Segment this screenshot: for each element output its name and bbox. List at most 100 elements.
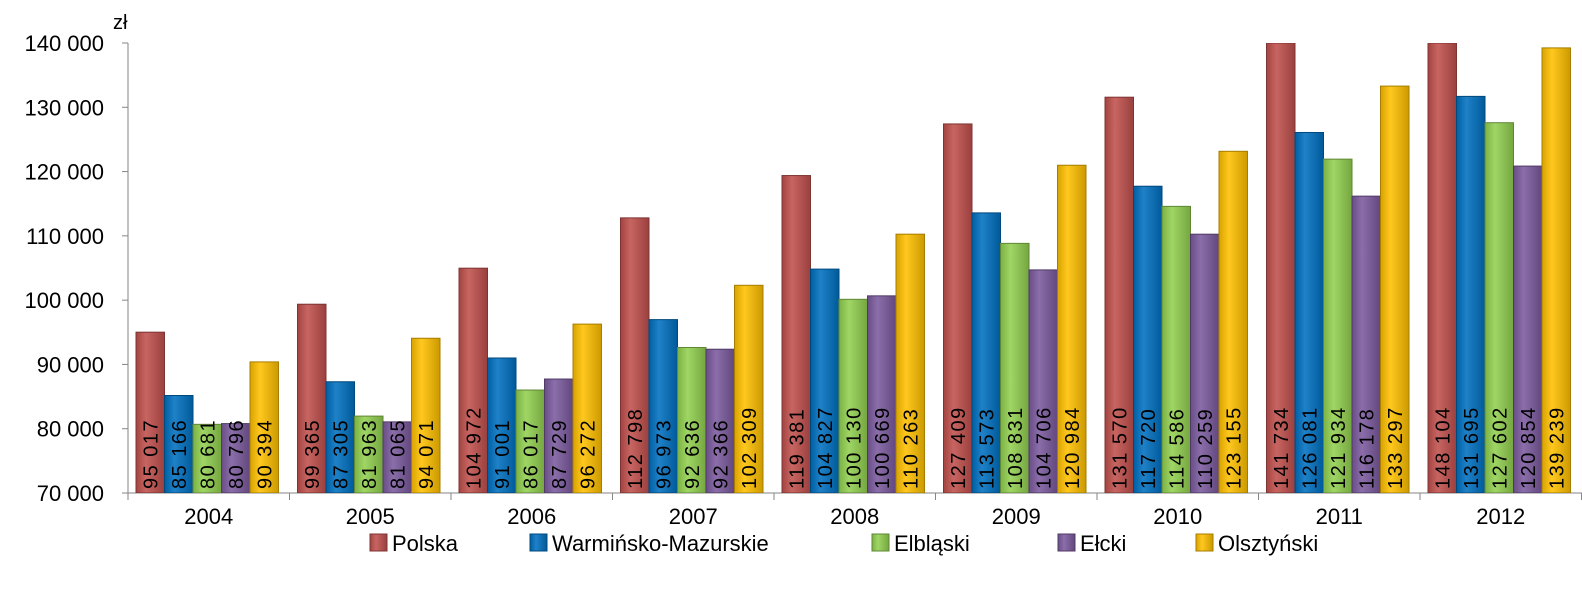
data-label: 133 297: [1385, 406, 1407, 489]
bar: [1161, 205, 1191, 493]
data-label: 127 602: [1489, 406, 1511, 489]
data-label: 87 729: [549, 419, 571, 489]
legend: Polska Warmińsko-Mazurskie Elbląski Ełcki Ol…: [369, 531, 1318, 556]
data-label: 104 706: [1033, 406, 1055, 489]
x-tick-label: 2010: [1153, 504, 1202, 529]
data-label: 121 934: [1328, 406, 1350, 489]
data-label: 120 854: [1518, 406, 1540, 489]
bar-series-group: 95 017 99 365 104 972 112 798 119 381 127 409…: [135, 43, 1571, 493]
x-tick-label: 2006: [507, 504, 556, 529]
bar: [867, 295, 897, 493]
bar: [943, 123, 973, 493]
data-label: 110 259: [1195, 408, 1217, 489]
x-tick-label: 2004: [184, 504, 233, 529]
legend-swatch: [529, 533, 548, 552]
bar: [135, 331, 165, 493]
bar: [677, 346, 707, 493]
data-label: 92 366: [710, 419, 732, 489]
data-label: 120 984: [1062, 406, 1084, 489]
bar: [544, 378, 574, 493]
bar: [297, 303, 327, 493]
data-label: 119 381: [786, 408, 808, 489]
data-label: 96 973: [653, 419, 675, 489]
bar: [810, 268, 840, 493]
data-label: 92 636: [682, 419, 704, 489]
bar: [221, 423, 251, 493]
data-label: 90 394: [254, 419, 276, 489]
bar: [515, 389, 545, 493]
data-label: 117 720: [1138, 408, 1160, 489]
data-label: 100 669: [872, 406, 894, 489]
y-axis-unit-label: zł: [113, 12, 128, 34]
legend-label: Elbląski: [894, 531, 970, 556]
legend-label: Warmińsko-Mazurskie: [552, 531, 769, 556]
y-tick-label: 90 000: [37, 352, 104, 377]
legend-swatch: [871, 533, 890, 552]
data-label: 126 081: [1299, 406, 1321, 489]
y-tick-label: 110 000: [26, 224, 104, 249]
y-tick-label: 130 000: [24, 95, 104, 120]
bar: [1057, 164, 1087, 493]
data-label: 104 827: [815, 406, 837, 489]
bar: [1323, 158, 1353, 493]
data-label: 131 570: [1109, 406, 1131, 489]
x-tick-label: 2005: [346, 504, 395, 529]
bar: [572, 323, 602, 493]
data-label: 100 130: [843, 406, 865, 489]
bar: [648, 319, 678, 493]
x-tick-label: 2011: [1316, 504, 1363, 529]
data-label: 127 409: [948, 406, 970, 489]
data-label: 96 272: [577, 419, 599, 489]
bar: [325, 381, 355, 493]
bar: [487, 357, 517, 493]
data-label: 80 681: [197, 419, 219, 489]
x-axis: 2004 2005 2006 2007 2008 2009 2010 2011 2012: [127, 492, 1582, 529]
x-tick-label: 2007: [669, 504, 718, 529]
x-tick-label: 2008: [830, 504, 879, 529]
data-label: 81 065: [387, 419, 409, 489]
legend-label: Polska: [392, 531, 459, 556]
data-label: 116 178: [1356, 408, 1378, 489]
bar: [781, 175, 811, 493]
data-label: 95 017: [140, 419, 162, 489]
data-label: 114 586: [1166, 408, 1188, 489]
legend-label: Ełcki: [1080, 531, 1126, 556]
bar: [971, 212, 1001, 493]
bar: [1133, 185, 1163, 493]
legend-swatch: [1195, 533, 1214, 552]
legend-label: Olsztyński: [1218, 531, 1318, 556]
data-label: 112 798: [625, 408, 647, 489]
data-label: 139 239: [1546, 406, 1568, 489]
y-tick-label: 100 000: [24, 288, 104, 313]
data-label: 108 831: [1005, 406, 1027, 489]
bar: [1218, 150, 1248, 493]
bar: [354, 415, 384, 493]
legend-swatch: [369, 533, 388, 552]
x-tick-label: 2012: [1476, 504, 1525, 529]
bar: [192, 423, 222, 493]
bar: [249, 361, 279, 493]
data-label: 87 305: [330, 419, 352, 489]
data-label: 141 734: [1271, 406, 1293, 489]
y-tick-label: 80 000: [37, 417, 104, 442]
bar: [382, 421, 412, 493]
data-label: 91 001: [492, 419, 514, 489]
y-tick-label: 120 000: [24, 160, 104, 185]
bar: [1294, 131, 1324, 493]
data-label: 113 573: [976, 408, 998, 489]
y-tick-label: 70 000: [37, 481, 104, 506]
bar: [1380, 85, 1410, 493]
legend-swatch: [1057, 533, 1076, 552]
data-label: 99 365: [302, 419, 324, 489]
y-tick-label: 140 000: [24, 31, 104, 56]
data-label: 85 166: [169, 419, 191, 489]
bar: [1000, 242, 1030, 493]
data-label: 102 309: [739, 406, 761, 489]
bar: [411, 337, 441, 493]
x-tick-label: 2009: [992, 504, 1041, 529]
bar: [458, 267, 488, 493]
data-label: 148 104: [1432, 406, 1454, 489]
y-axis: 70 000 80 000 90 000 100 000 110 000 120 000 1…: [24, 31, 129, 506]
